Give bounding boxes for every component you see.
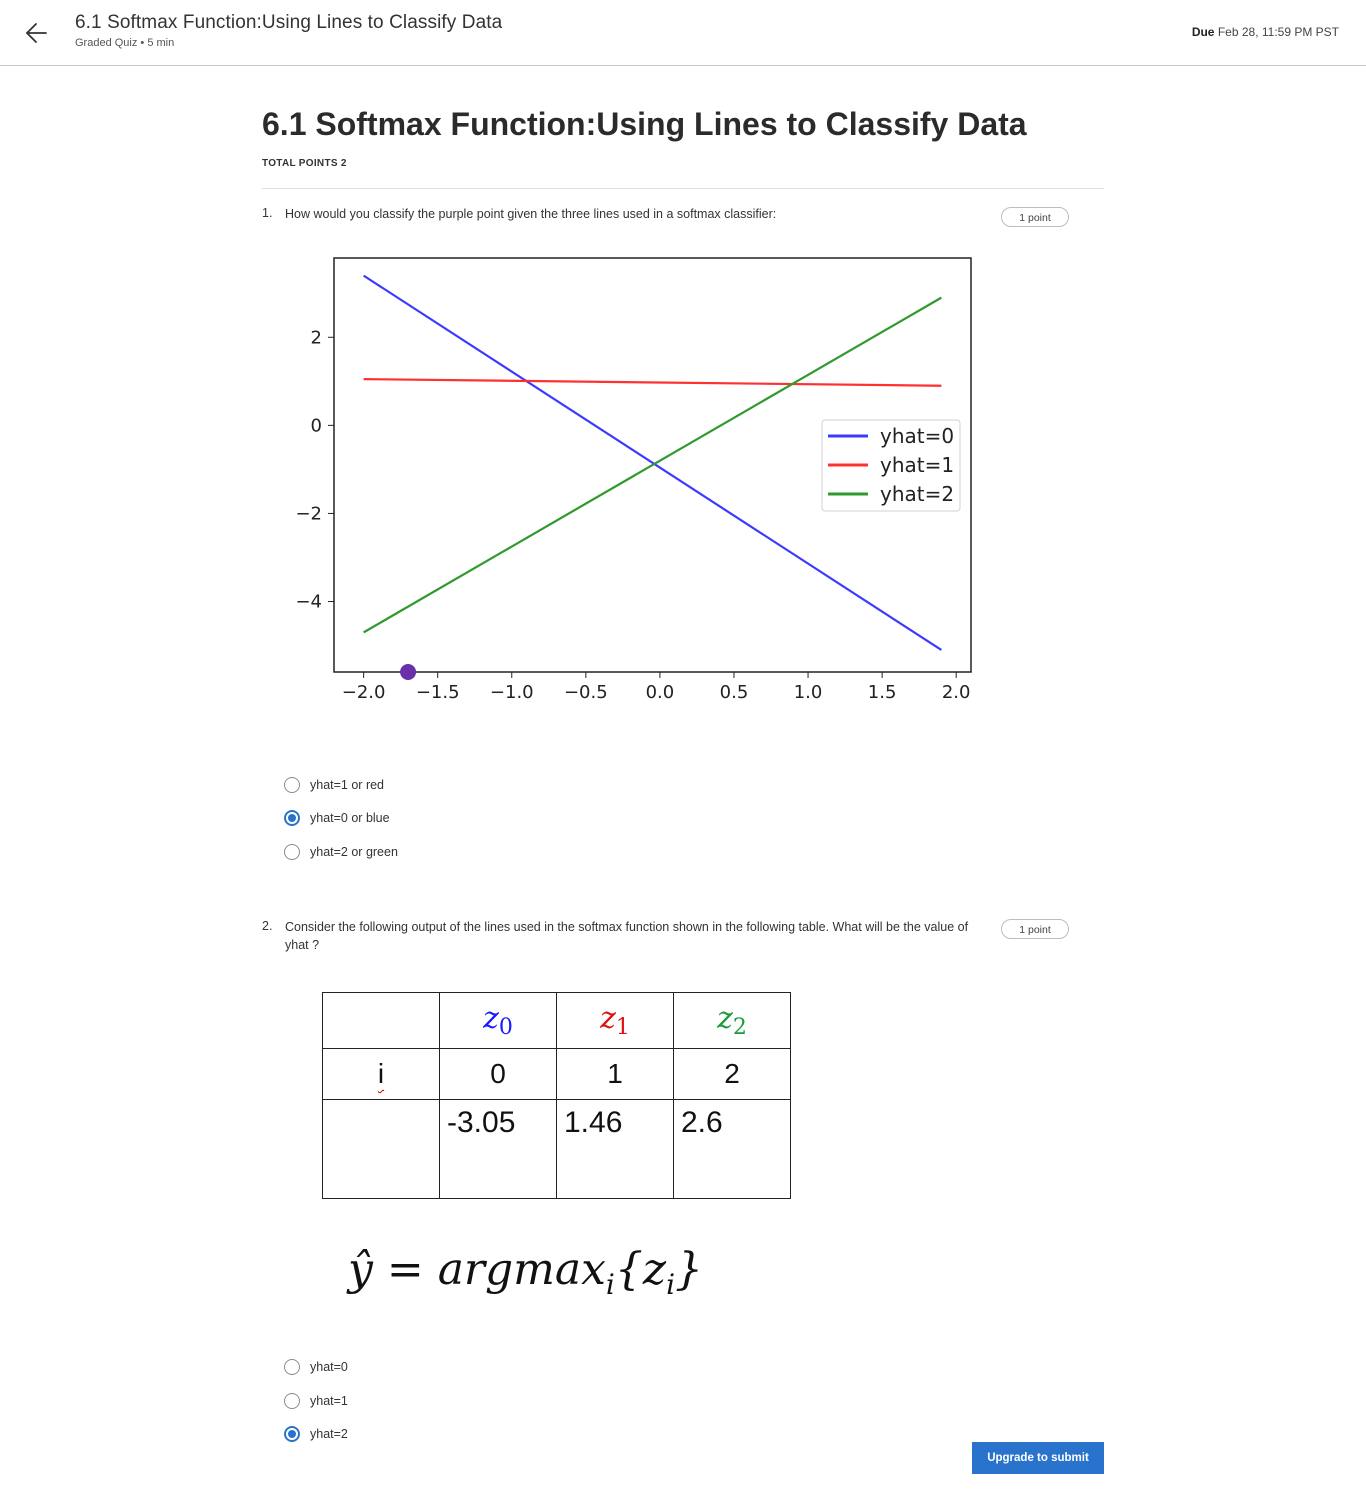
table-cell-empty	[322, 992, 440, 1049]
total-points: TOTAL POINTS 2	[262, 158, 347, 169]
q1-option-1[interactable]: yhat=1 or red	[284, 775, 384, 795]
table-cell-i2: 2	[673, 1048, 791, 1100]
q2-option-1-label: yhat=0	[310, 1360, 348, 1374]
q1-option-2[interactable]: yhat=0 or blue	[284, 808, 390, 828]
due-label: Due	[1191, 25, 1215, 39]
q2-option-3[interactable]: yhat=2	[284, 1424, 348, 1444]
series-line-yhat-0	[363, 274, 942, 651]
legend-label: yhat=1	[880, 453, 954, 477]
q2-option-2[interactable]: yhat=1	[284, 1391, 348, 1411]
table-cell-i0: 0	[439, 1048, 557, 1100]
y-tick-label: 2	[311, 327, 322, 348]
table-cell-i1: 1	[556, 1048, 674, 1100]
x-tick-label: 0.5	[720, 682, 749, 703]
q1-radio-1[interactable]	[284, 777, 300, 793]
question-2-points-badge: 1 point	[1001, 919, 1069, 939]
table-header-row: z0 z1 z2	[322, 992, 791, 1049]
header-title: 6.1 Softmax Function:Using Lines to Clas…	[75, 12, 503, 33]
q1-option-1-label: yhat=1 or red	[310, 778, 385, 792]
question-1-chart: −2.0 −1.5 −1.0 −0.5 0.0 0.5 1.0 1.5 2.0 2 0 −2 −4 yha…	[270, 245, 990, 720]
legend-box	[821, 419, 961, 512]
due-date: Due Feb 28, 11:59 PM PST	[1192, 25, 1339, 39]
line-chart: −2.0 −1.5 −1.0 −0.5 0.0 0.5 1.0 1.5 2.0 2 0 −2 −4 yha…	[295, 257, 972, 703]
table-header-z0: z0	[439, 992, 557, 1049]
x-tick-label: 0.0	[646, 682, 675, 703]
table-header-z1: z1	[556, 992, 674, 1049]
q1-radio-2[interactable]	[284, 810, 300, 826]
table-cell-z0: -3.05	[439, 1099, 557, 1199]
header-subtitle: Graded Quiz • 5 min	[75, 37, 175, 49]
x-tick-label: −1.5	[416, 682, 460, 703]
y-tick-label: 0	[311, 415, 322, 436]
q2-option-1[interactable]: yhat=0	[284, 1357, 348, 1377]
q2-option-2-label: yhat=1	[310, 1394, 348, 1408]
question-1-number: 1.	[262, 206, 273, 220]
table-header-z2: z2	[673, 992, 791, 1049]
q1-option-3-label: yhat=2 or green	[310, 845, 398, 859]
table-cell-z2: 2.6	[673, 1099, 791, 1199]
z-values-table: z0 z1 z2 i 0 1 2 -3.05 1.46 2.6	[322, 992, 791, 1199]
table-row-label-i: i	[322, 1048, 440, 1100]
upgrade-to-submit-button[interactable]: Upgrade to submit	[972, 1442, 1104, 1474]
purple-data-point	[400, 664, 417, 680]
question-2-text: Consider the following output of the lin…	[285, 920, 969, 952]
table-row-z: -3.05 1.46 2.6	[322, 1099, 791, 1199]
q1-option-2-label: yhat=0 or blue	[310, 811, 390, 825]
q1-radio-3[interactable]	[284, 844, 300, 860]
argmax-formula: ŷ = argmaxi{zi}	[348, 1244, 704, 1301]
series-line-yhat-1	[363, 378, 942, 387]
q2-radio-2[interactable]	[284, 1393, 300, 1409]
x-tick-label: −2.0	[342, 682, 386, 703]
table-cell-z1: 1.46	[556, 1099, 674, 1199]
quiz-title: 6.1 Softmax Function:Using Lines to Clas…	[262, 106, 1027, 142]
due-value: Feb 28, 11:59 PM PST	[1217, 25, 1339, 39]
y-tick-label: −4	[295, 592, 322, 613]
top-bar: 6.1 Softmax Function:Using Lines to Clas…	[0, 0, 1366, 66]
q2-radio-1[interactable]	[284, 1359, 300, 1375]
y-tick-label: −2	[295, 503, 322, 524]
divider	[262, 188, 1104, 189]
question-2-number: 2.	[262, 919, 273, 933]
series-line-yhat-2	[363, 296, 942, 634]
question-1-text: How would you classify the purple point …	[285, 207, 777, 221]
table-cell-empty-2	[322, 1099, 440, 1199]
x-tick-label: 1.0	[794, 682, 823, 703]
x-tick-label: 2.0	[942, 682, 971, 703]
question-1-points-badge: 1 point	[1001, 207, 1069, 227]
q1-option-3[interactable]: yhat=2 or green	[284, 842, 398, 862]
table-row-i: i 0 1 2	[322, 1048, 791, 1100]
q2-radio-3[interactable]	[284, 1426, 300, 1442]
x-tick-label: −1.0	[490, 682, 534, 703]
legend-label: yhat=0	[880, 424, 954, 448]
x-tick-label: −0.5	[564, 682, 608, 703]
x-tick-label: 1.5	[868, 682, 897, 703]
q2-option-3-label: yhat=2	[310, 1427, 348, 1441]
back-arrow-icon[interactable]	[24, 20, 50, 46]
legend-label: yhat=2	[880, 482, 954, 506]
